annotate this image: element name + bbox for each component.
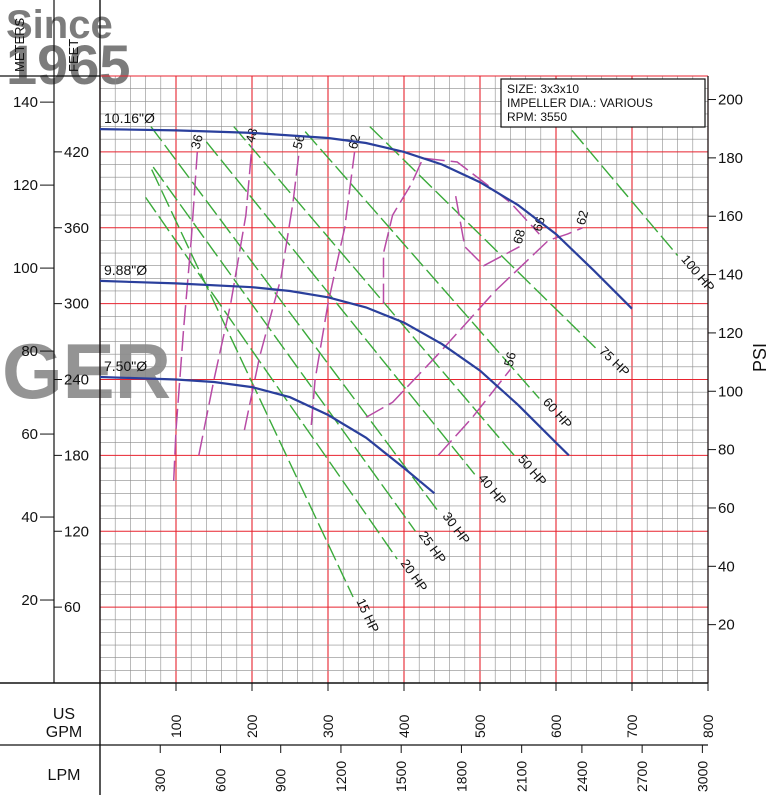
psi-tick-3: 80 [718,442,735,459]
lpm-tick-3: 1200 [333,761,349,792]
hp-label-1: 20 HP [398,556,431,594]
gpm-tick-2: 300 [320,714,336,738]
efficiency-curve-5 [454,195,520,267]
hp-line-1 [145,197,398,560]
hp-line-0 [151,169,354,598]
efficiency-curve-1 [198,145,253,456]
gpm-tick-4: 500 [472,714,488,738]
efficiency-label-5: 68 [510,228,528,246]
hp-label-2: 25 HP [416,528,449,566]
feet-tick-2: 180 [64,447,89,464]
impeller-curve-2 [99,375,436,495]
meters-tick-1: 40 [21,509,38,526]
meters-tick-2: 60 [21,426,38,443]
meters-tick-4: 100 [13,260,38,277]
meters-tick-5: 120 [13,177,38,194]
feet-axis-title: FEET [66,39,81,72]
impeller-curve-1 [99,279,570,457]
lpm-tick-0: 300 [152,768,168,792]
psi-tick-8: 180 [718,150,743,167]
info-box-frame [500,78,706,128]
watermark-since: Since [6,3,113,47]
feet-tick-0: 60 [64,599,81,616]
meters-tick-3: 80 [21,343,38,360]
efficiency-curve-6 [365,227,583,419]
feet-tick-3: 240 [64,372,89,389]
lpm-tick-6: 2100 [514,761,530,792]
lpm-tick-4: 1500 [393,761,409,792]
hp-line-7 [369,126,597,349]
lpm-tick-7: 2400 [574,761,590,792]
gpm-tick-0: 100 [168,714,184,738]
feet-tick-5: 360 [64,220,89,237]
psi-tick-4: 100 [718,383,743,400]
psi-tick-6: 140 [718,267,743,284]
info-box: SIZE: 3x3x10 IMPELLER DIA.: VARIOUS RPM:… [500,78,706,128]
frame-layer [0,0,709,795]
info-impeller: IMPELLER DIA.: VARIOUS [507,96,653,110]
impeller-curve-0 [99,128,633,310]
lpm-tick-5: 1800 [453,761,469,792]
gpm-tick-7: 800 [700,714,716,738]
hp-line-5 [233,126,515,456]
psi-tick-5: 120 [718,325,743,342]
gpm-tick-6: 700 [624,714,640,738]
info-size: SIZE: 3x3x10 [507,82,579,96]
efficiency-curve-2 [243,151,300,431]
psi-tick-9: 200 [718,92,743,109]
curves-layer: 10.16"Ø 9.88"Ø 7.50"Ø [99,110,633,495]
lpm-tick-9: 3000 [694,761,710,792]
hp-line-6 [304,131,540,399]
hp-label-8: 100 HP [678,252,717,295]
efficiency-label-1: 48 [242,126,260,144]
hp-line-8 [571,129,679,257]
meters-tick-0: 20 [21,592,38,609]
hp-label-0: 15 HP [353,596,382,635]
hp-line-4 [205,141,476,475]
feet-tick-1: 120 [64,523,89,540]
watermark-year: 1965 [6,33,131,96]
hp-label-5: 50 HP [515,452,550,489]
gpm-tick-3: 400 [396,714,412,738]
gpm-tick-5: 600 [548,714,564,738]
hp-label-6: 60 HP [540,395,575,432]
psi-tick-1: 40 [718,558,735,575]
hp-line-2 [152,166,416,532]
psi-tick-7: 160 [718,208,743,225]
efficiency-label-4: 66 [530,215,548,233]
efficiency-label-7: 56 [501,350,519,368]
efficiency-label-6: 62 [573,209,591,227]
impeller-label-1: 9.88"Ø [104,262,147,278]
meters-tick-6: 140 [13,94,38,111]
lpm-axis-title: LPM [48,767,81,784]
psi-tick-2: 60 [718,500,735,517]
meters-axis-title: METERS [12,18,27,73]
feet-tick-6: 420 [64,144,89,161]
hp-label-3: 30 HP [440,509,474,547]
gpm-axis-title-2: GPM [46,724,82,741]
lpm-tick-1: 600 [212,768,228,792]
info-rpm: RPM: 3550 [507,110,567,124]
efficiency-curve-0 [172,151,199,481]
impeller-label-2: 7.50"Ø [104,358,147,374]
efficiency-label-0: 36 [188,133,206,151]
gpm-tick-1: 200 [244,714,260,738]
lpm-tick-8: 2700 [634,761,650,792]
feet-tick-4: 300 [64,296,89,313]
psi-tick-0: 20 [718,617,735,634]
gpm-axis-title-1: US [53,706,75,723]
efficiency-curve-3 [310,151,356,426]
lpm-tick-2: 900 [273,768,289,792]
hp-line-3 [150,126,440,513]
impeller-label-0: 10.16"Ø [104,110,155,126]
psi-axis-title: PSI [750,343,769,372]
